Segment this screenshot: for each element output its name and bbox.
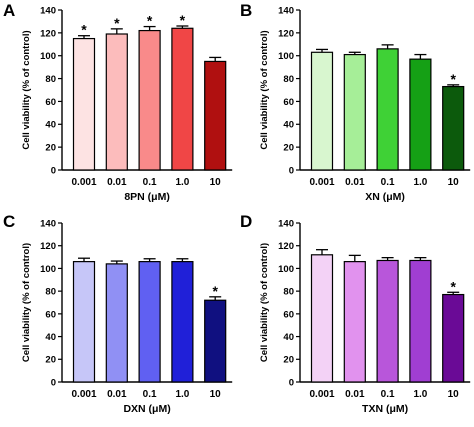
y-tick-label: 120 [40, 241, 56, 252]
y-tick-label: 60 [283, 97, 294, 108]
y-tick-label: 0 [289, 377, 294, 388]
bar [171, 27, 194, 171]
bar [138, 261, 161, 383]
bar [310, 254, 334, 383]
y-tick-label: 20 [283, 143, 294, 154]
y-tick-label: 40 [283, 120, 294, 131]
y-tick-label: 60 [283, 309, 294, 320]
y-tick-label: 20 [45, 355, 56, 366]
bar [409, 58, 432, 171]
x-axis-title: TXN (μM) [362, 403, 408, 415]
x-tick-label: 0.001 [71, 177, 96, 188]
y-tick-label: 140 [278, 218, 294, 229]
x-tick-label: 1.0 [175, 177, 189, 188]
y-tick-label: 20 [45, 143, 56, 154]
y-tick-label: 40 [45, 332, 56, 343]
bar [343, 53, 366, 171]
y-tick-label: 40 [45, 120, 56, 131]
y-tick-label: 140 [40, 5, 56, 16]
y-tick-label: 100 [278, 264, 294, 275]
bar [204, 60, 227, 171]
x-tick-label: 1.0 [413, 389, 427, 400]
x-tick-label: 0.01 [107, 177, 127, 188]
y-axis-title: Cell viability (% of control) [21, 30, 32, 149]
y-tick-label: 60 [45, 309, 56, 320]
panel-b: B 0 20 40 60 80 100 120 140 Cell viability (% of … [240, 1, 471, 203]
y-tick-label: 100 [40, 51, 56, 62]
bar [105, 33, 128, 171]
significance-star: * [147, 13, 153, 29]
bar [442, 85, 465, 171]
significance-star: * [114, 15, 120, 31]
y-tick-label: 100 [40, 264, 56, 275]
bar [409, 259, 432, 383]
x-tick-label: 0.001 [309, 389, 334, 400]
x-tick-label: 0.001 [309, 177, 334, 188]
y-tick-label: 0 [51, 377, 56, 388]
y-tick-label: 120 [278, 28, 294, 39]
bar [138, 29, 161, 171]
bar [72, 261, 96, 383]
bar [171, 261, 194, 383]
x-tick-label: 0.1 [381, 389, 395, 400]
y-axis-title: Cell viability (% of control) [259, 243, 270, 362]
x-tick-label: 10 [210, 389, 222, 400]
y-tick-label: 40 [283, 332, 294, 343]
x-tick-label: 10 [210, 177, 222, 188]
significance-star: * [450, 278, 456, 294]
y-tick-label: 20 [283, 355, 294, 366]
y-tick-label: 120 [40, 28, 56, 39]
x-axis-title: 8PN (μM) [124, 191, 170, 203]
bar [376, 48, 399, 171]
significance-star: * [212, 283, 218, 299]
significance-star: * [180, 12, 186, 28]
x-tick-label: 0.1 [381, 177, 395, 188]
bar [310, 51, 334, 171]
bar [343, 261, 366, 383]
y-tick-label: 140 [278, 5, 294, 16]
panel-letter: D [240, 212, 252, 231]
significance-star: * [81, 22, 87, 38]
panel-letter: C [3, 212, 15, 231]
bar [204, 299, 227, 383]
bar [72, 37, 96, 171]
significance-star: * [450, 71, 456, 87]
panel-c: C 0 20 40 60 80 100 120 140 Cell viability (% of … [3, 212, 233, 415]
x-tick-label: 0.1 [143, 177, 157, 188]
y-tick-label: 0 [51, 165, 56, 176]
bar [442, 293, 465, 383]
panel-letter: A [3, 1, 15, 20]
y-tick-label: 80 [45, 74, 56, 85]
y-tick-label: 140 [40, 218, 56, 229]
panel-a: A 0 20 40 60 80 100 120 140 Cell viability (% of … [3, 1, 233, 203]
x-tick-label: 10 [448, 177, 460, 188]
x-tick-label: 0.01 [345, 177, 365, 188]
y-axis-title: Cell viability (% of control) [21, 243, 32, 362]
y-tick-label: 0 [289, 165, 294, 176]
y-tick-label: 100 [278, 51, 294, 62]
x-tick-label: 10 [448, 389, 460, 400]
bar [105, 263, 128, 383]
x-tick-label: 0.01 [107, 389, 127, 400]
x-tick-label: 0.1 [143, 389, 157, 400]
y-tick-label: 60 [45, 97, 56, 108]
x-axis-title: DXN (μM) [123, 403, 170, 415]
x-tick-label: 1.0 [175, 389, 189, 400]
y-tick-label: 120 [278, 241, 294, 252]
panel-d: D 0 20 40 60 80 100 120 140 Cell viability (% of … [240, 212, 471, 415]
y-tick-label: 80 [283, 287, 294, 298]
x-axis-title: XN (μM) [365, 191, 405, 203]
x-tick-label: 0.01 [345, 389, 365, 400]
y-axis-title: Cell viability (% of control) [259, 30, 270, 149]
bar [376, 259, 399, 383]
y-tick-label: 80 [45, 287, 56, 298]
panel-letter: B [240, 1, 252, 20]
x-tick-label: 0.001 [71, 389, 96, 400]
x-tick-label: 1.0 [413, 177, 427, 188]
y-tick-label: 80 [283, 74, 294, 85]
